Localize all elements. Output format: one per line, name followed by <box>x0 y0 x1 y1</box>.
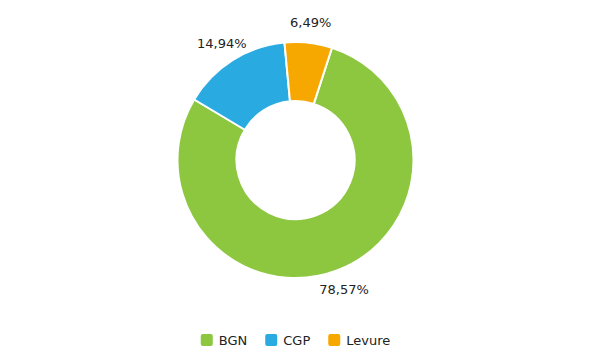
data-label: 14,94% <box>197 36 247 51</box>
data-label: 6,49% <box>290 15 331 30</box>
legend-swatch <box>265 334 277 346</box>
legend-swatch <box>201 334 213 346</box>
legend-label: Levure <box>346 333 390 348</box>
chart-container: 78,57% 14,94% 6,49% BGN CGP Levure <box>0 0 591 364</box>
chart-svg: 78,57% 14,94% 6,49% BGN CGP Levure <box>0 0 591 364</box>
legend-label: CGP <box>283 333 310 348</box>
data-labels: 78,57% 14,94% 6,49% <box>197 15 369 296</box>
legend-item: BGN <box>201 333 248 348</box>
legend-item: Levure <box>328 333 390 348</box>
legend-label: BGN <box>219 333 248 348</box>
legend: BGN CGP Levure <box>201 333 391 348</box>
legend-item: CGP <box>265 333 310 348</box>
slices <box>178 42 414 278</box>
legend-swatch <box>328 334 340 346</box>
data-label: 78,57% <box>319 282 369 297</box>
donut-slice <box>194 43 290 130</box>
donut-slice <box>284 42 331 104</box>
